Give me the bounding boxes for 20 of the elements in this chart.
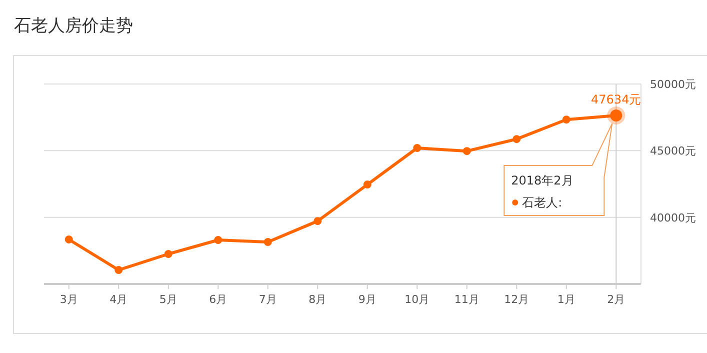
x-tick-label: 6月 bbox=[209, 293, 228, 306]
x-tick-label: 7月 bbox=[258, 293, 277, 306]
x-tick-label: 8月 bbox=[308, 293, 327, 306]
legend: 石老人: bbox=[512, 196, 562, 210]
y-tick-label: 50000元 bbox=[650, 78, 696, 91]
x-tick-label: 2月 bbox=[607, 293, 626, 306]
x-tick-label: 5月 bbox=[159, 293, 178, 306]
annotation: 2018年2月 bbox=[511, 174, 574, 188]
x-tick-label: 3月 bbox=[60, 293, 78, 306]
y-tick-label: 40000元 bbox=[650, 211, 696, 224]
x-tick-label: 4月 bbox=[110, 293, 128, 306]
x-tick-label: 12月 bbox=[504, 293, 530, 306]
x-tick-label: 10月 bbox=[404, 293, 430, 306]
x-tick-label: 1月 bbox=[557, 293, 576, 306]
x-tick-label: 9月 bbox=[358, 293, 376, 306]
legend-label: 石老人: bbox=[522, 196, 562, 210]
y-tick-label: 45000元 bbox=[650, 144, 696, 158]
chart-title: 石老人房价走势 bbox=[14, 16, 133, 36]
data-label: 47634元 bbox=[591, 92, 642, 107]
x-tick-label: 11月 bbox=[454, 293, 480, 306]
